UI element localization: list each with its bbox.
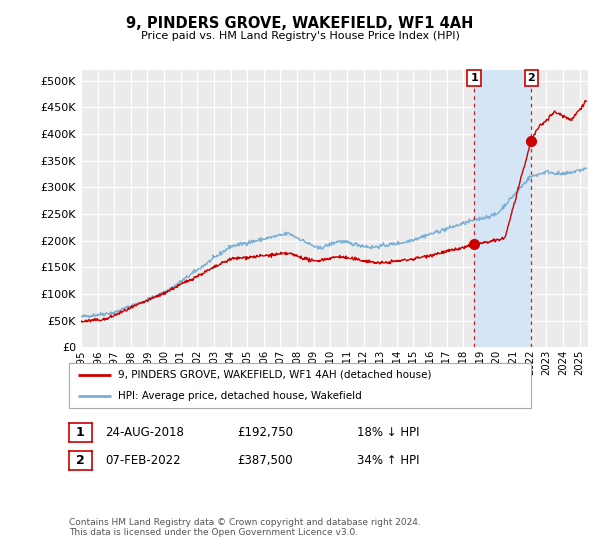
Text: 24-AUG-2018: 24-AUG-2018 — [105, 426, 184, 439]
Text: 1: 1 — [470, 73, 478, 83]
Text: 9, PINDERS GROVE, WAKEFIELD, WF1 4AH: 9, PINDERS GROVE, WAKEFIELD, WF1 4AH — [127, 16, 473, 31]
Text: Price paid vs. HM Land Registry's House Price Index (HPI): Price paid vs. HM Land Registry's House … — [140, 31, 460, 41]
Text: 2: 2 — [76, 454, 85, 468]
Text: 1: 1 — [76, 426, 85, 440]
Text: 9, PINDERS GROVE, WAKEFIELD, WF1 4AH (detached house): 9, PINDERS GROVE, WAKEFIELD, WF1 4AH (de… — [118, 370, 431, 380]
Text: Contains HM Land Registry data © Crown copyright and database right 2024.
This d: Contains HM Land Registry data © Crown c… — [69, 518, 421, 538]
Text: 2: 2 — [527, 73, 535, 83]
Text: 34% ↑ HPI: 34% ↑ HPI — [357, 454, 419, 467]
Text: 18% ↓ HPI: 18% ↓ HPI — [357, 426, 419, 439]
Text: 07-FEB-2022: 07-FEB-2022 — [105, 454, 181, 467]
Text: £387,500: £387,500 — [237, 454, 293, 467]
Text: £192,750: £192,750 — [237, 426, 293, 439]
Bar — [474, 70, 532, 347]
Text: HPI: Average price, detached house, Wakefield: HPI: Average price, detached house, Wake… — [118, 390, 361, 400]
